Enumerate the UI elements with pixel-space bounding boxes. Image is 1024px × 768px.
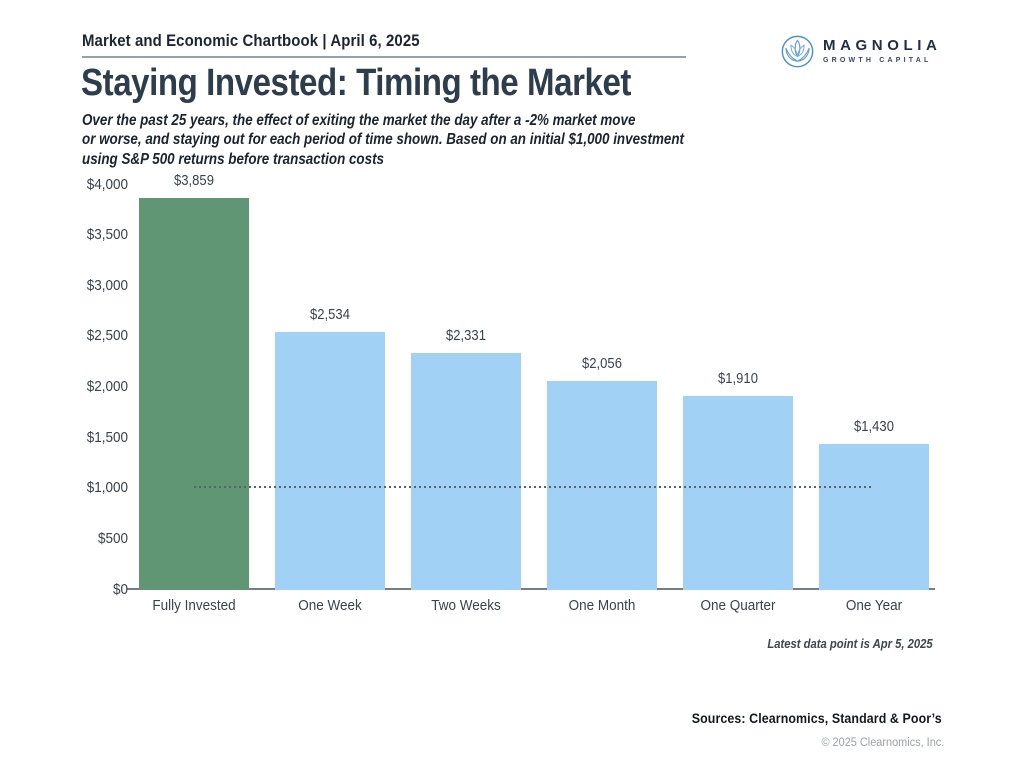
page-subtitle: Over the past 25 years, the effect of ex… — [82, 111, 684, 169]
bar-value-label: $2,534 — [310, 307, 350, 324]
latest-data-footnote: Latest data point is Apr 5, 2025 — [767, 637, 933, 651]
bar-one-quarter — [683, 395, 793, 590]
y-tick-label: $2,500 — [86, 327, 128, 345]
x-tick-label: One Month — [568, 597, 636, 614]
bar-value-label: $3,859 — [174, 173, 214, 190]
bar-value-label: $1,910 — [718, 370, 758, 387]
reference-line — [194, 485, 874, 488]
y-tick-label: $4,000 — [86, 175, 128, 193]
x-tick-label: One Quarter — [700, 597, 776, 614]
lotus-flower-icon — [781, 35, 814, 68]
subtitle-line-1: Over the past 25 years, the effect of ex… — [82, 112, 636, 129]
y-tick-label: $1,500 — [86, 428, 128, 446]
bar-value-label: $1,430 — [854, 419, 894, 436]
x-tick-label: One Year — [845, 597, 903, 614]
sources-line: Sources: Clearnomics, Standard & Poor’s — [692, 711, 942, 726]
page-title: Staying Invested: Timing the Market — [81, 62, 631, 104]
header-divider — [82, 56, 686, 58]
y-tick-label: $3,000 — [86, 276, 128, 294]
bar-value-label: $2,331 — [446, 327, 486, 344]
y-tick-label: $2,000 — [86, 378, 128, 395]
subtitle-line-2: or worse, and staying out for each perio… — [82, 131, 684, 149]
bar-one-month — [547, 380, 657, 590]
magnolia-logo: MAGNOLIA GROWTH CAPITAL — [780, 34, 941, 69]
logo-wordmark: MAGNOLIA — [823, 37, 942, 54]
y-tick-label: $3,500 — [86, 226, 128, 244]
logo-text: MAGNOLIA GROWTH CAPITAL — [823, 38, 941, 65]
y-tick-label: $500 — [97, 529, 128, 547]
bar-one-week — [275, 332, 385, 590]
y-tick-label: $1,000 — [86, 479, 128, 497]
logo-tagline: GROWTH CAPITAL — [823, 57, 932, 64]
bar-value-label: $2,056 — [582, 355, 622, 372]
x-tick-label: One Week — [298, 597, 362, 614]
chartbook-header-label: Market and Economic Chartbook | April 6,… — [82, 31, 420, 50]
copyright-line: © 2025 Clearnomics, Inc. — [821, 737, 944, 749]
y-tick-label: $0 — [112, 580, 128, 598]
bar-one-year — [819, 444, 929, 590]
subtitle-line-3: using S&P 500 returns before transaction… — [82, 150, 385, 168]
bar-fully-invested — [139, 198, 249, 590]
bar-two-weeks — [411, 352, 521, 590]
x-tick-label: Fully Invested — [152, 597, 236, 614]
x-axis-line — [127, 588, 935, 590]
x-tick-label: Two Weeks — [431, 597, 501, 614]
